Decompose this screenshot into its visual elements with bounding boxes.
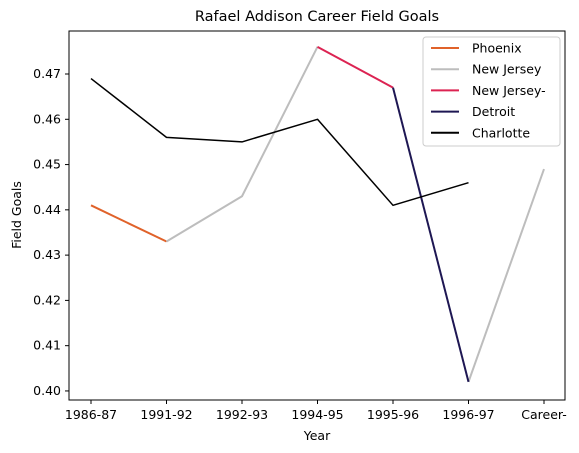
series-line-new-jersey (165, 46, 319, 243)
y-tick-label: 0.47 (33, 66, 61, 81)
x-axis-label: Year (303, 428, 331, 443)
series-line-phoenix (90, 204, 167, 243)
y-tick-label: 0.45 (33, 157, 61, 172)
x-tick-label: Career- (521, 407, 566, 422)
y-tick-label: 0.41 (33, 338, 61, 353)
x-tick-label: 1994-95 (291, 407, 343, 422)
legend-label: New Jersey (472, 62, 542, 77)
legend-box (422, 36, 561, 147)
chart-title: Rafael Addison Career Field Goals (195, 9, 439, 25)
y-tick-label: 0.44 (33, 202, 61, 217)
legend-label: Charlotte (472, 125, 530, 140)
y-tick-label: 0.42 (33, 292, 61, 307)
y-axis-label: Field Goals (9, 181, 24, 249)
x-tick-label: 1986-87 (65, 407, 117, 422)
x-axis: 1986-87 1991-92 1992-93 1994-95 1995-96 1996-… (65, 400, 567, 422)
legend-label: Phoenix (472, 41, 522, 56)
legend: Phoenix New Jersey New Jersey- Detroit Charl… (422, 36, 561, 147)
x-tick-label: 1992-93 (216, 407, 268, 422)
series-line-new-jersey (317, 45, 394, 89)
series-layer (90, 45, 545, 383)
legend-label: New Jersey- (472, 83, 546, 98)
x-tick-label: 1991-92 (140, 407, 192, 422)
legend-label: Detroit (472, 104, 515, 119)
y-tick-label: 0.43 (33, 247, 61, 262)
series-line-detroit (392, 87, 470, 383)
series-line-new-jersey (467, 168, 545, 383)
y-tick-label: 0.40 (33, 383, 61, 398)
y-axis: 0.40 0.41 0.42 0.43 0.44 0.45 0.46 0.47 (33, 66, 69, 398)
x-tick-label: 1995-96 (367, 407, 419, 422)
series-line-charlotte (90, 77, 469, 207)
y-tick-label: 0.46 (33, 111, 61, 126)
x-tick-label: 1996-97 (442, 407, 494, 422)
